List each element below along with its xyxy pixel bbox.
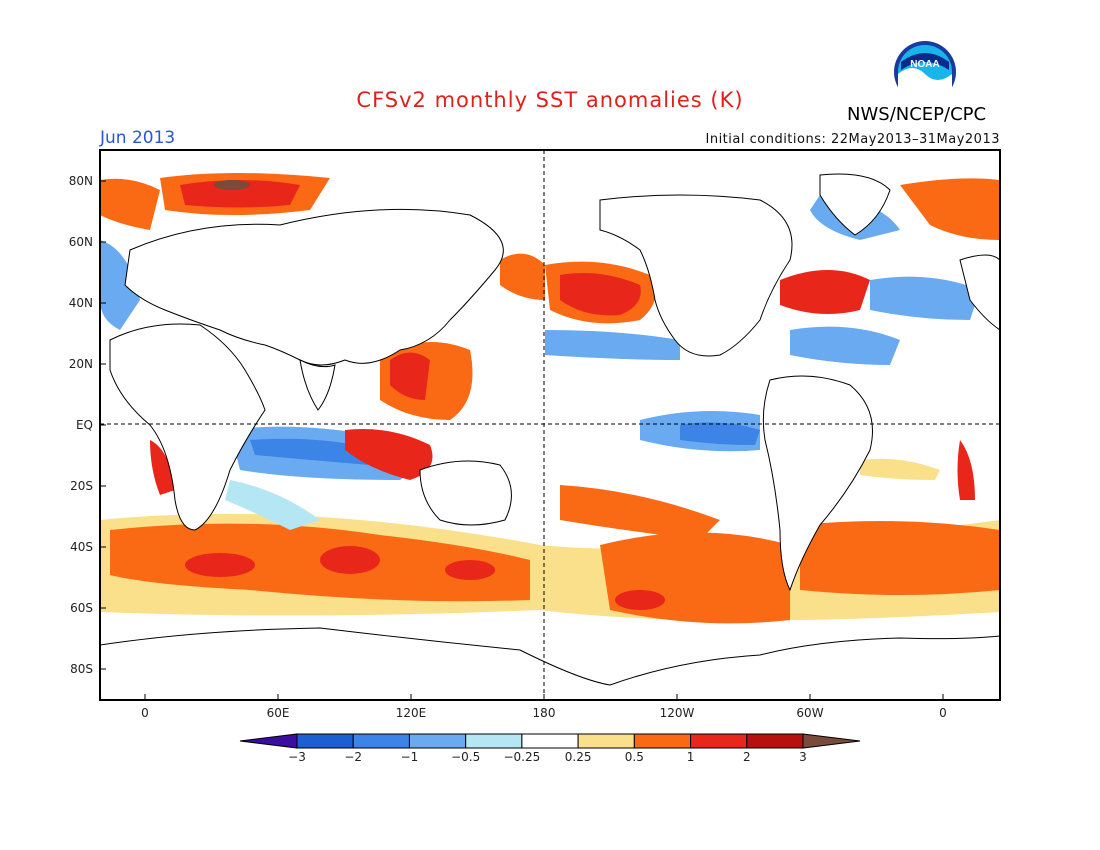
lat-tick-label: 80S (70, 662, 93, 676)
lon-tick-label: 0 (141, 706, 149, 720)
lon-tick-label: 60W (796, 706, 823, 720)
lat-tick-label: EQ (76, 418, 93, 432)
colorbar-label: 3 (799, 750, 807, 764)
colorbar-label: 1 (687, 750, 695, 764)
colorbar-segment (521, 733, 579, 749)
colorbar-segment (633, 733, 692, 749)
lat-tick-label: 20S (70, 479, 93, 493)
svg-text:NOAA: NOAA (910, 59, 939, 70)
lon-tick-label: 0 (939, 706, 947, 720)
lat-tick-label: 60S (70, 601, 93, 615)
colorbar-label: 2 (743, 750, 751, 764)
lat-tick-label: 40N (69, 296, 93, 310)
colorbar-label: 0.25 (565, 750, 592, 764)
lon-tick-label: 60E (267, 706, 290, 720)
colorbar-arrow-high (802, 733, 861, 749)
lon-axis: 0 60E 120E 180 120W 60W 0 (141, 694, 947, 720)
lat-tick-label: 40S (70, 540, 93, 554)
continents (100, 173, 1000, 700)
colorbar-label: −1 (401, 750, 419, 764)
colorbar-label: −0.25 (503, 750, 540, 764)
lat-tick-label: 60N (69, 235, 93, 249)
lat-tick-label: 20N (69, 357, 93, 371)
noaa-logo-icon: NOAA (894, 41, 956, 104)
colorbar-label: −0.5 (451, 750, 480, 764)
colorbar-label: 0.5 (625, 750, 644, 764)
colorbar-label: −3 (288, 750, 306, 764)
colorbar-segment (465, 733, 523, 749)
month-label: Jun 2013 (100, 128, 176, 148)
colorbar-arrow-low (239, 733, 298, 749)
colorbar: −3 −2 −1 −0.5 −0.25 0.25 0.5 1 2 3 (239, 733, 861, 764)
colorbar-label: −2 (344, 750, 362, 764)
colorbar-segment (352, 733, 410, 749)
map-title: CFSv2 monthly SST anomalies (K) (356, 88, 744, 112)
colorbar-segment (577, 733, 635, 749)
colorbar-segment (690, 733, 748, 749)
colorbar-segment (296, 733, 354, 749)
lat-tick-label: 80N (69, 174, 93, 188)
lat-axis: 80N 60N 40N 20N EQ 20S 40S 60S 80S (69, 174, 106, 676)
lon-tick-label: 180 (533, 706, 556, 720)
colorbar-segment (408, 733, 467, 749)
lon-tick-label: 120W (660, 706, 695, 720)
lon-tick-label: 120E (396, 706, 427, 720)
colorbar-segment (746, 733, 804, 749)
initial-conditions-label: Initial conditions: 22May2013–31May2013 (705, 132, 1000, 147)
agency-label: NWS/NCEP/CPC (847, 104, 987, 125)
